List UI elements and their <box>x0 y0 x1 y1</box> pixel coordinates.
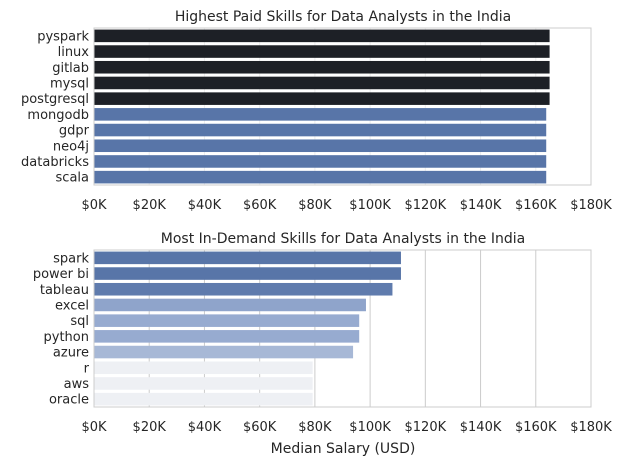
bottom-chart-bars <box>94 251 401 406</box>
bottom-chart-x-tick-label: $120K <box>405 420 447 435</box>
top-chart-bar <box>94 45 550 58</box>
bottom-chart-x-tick-label: $160K <box>515 420 557 435</box>
bottom-chart-x-tick-label: $80K <box>298 420 332 435</box>
top-chart-x-tick-label: $60K <box>243 198 277 213</box>
top-chart-bar <box>94 92 550 105</box>
top-chart-bar <box>94 60 550 74</box>
bottom-chart-y-tick-label: r <box>84 361 90 376</box>
bottom-chart-bar <box>94 282 393 296</box>
bottom-chart-title: Most In-Demand Skills for Data Analysts … <box>161 231 525 247</box>
bottom-chart-x-tick-label: $100K <box>349 420 391 435</box>
top-chart-y-tick-label: linux <box>58 45 90 60</box>
top-chart-y-tick-label: pyspark <box>37 29 89 44</box>
top-chart-frame <box>93 27 592 186</box>
top-chart-y-tick-label: postgresql <box>21 92 89 107</box>
top-chart-bar <box>94 76 550 90</box>
top-chart-x-tick-label: $180K <box>570 198 612 213</box>
bottom-chart-y-tick-label: oracle <box>49 393 89 408</box>
bottom-chart-bar <box>94 298 366 312</box>
top-chart-y-ticks: pysparklinuxgitlabmysqlpostgresqlmongodb… <box>21 29 90 185</box>
top-chart-x-tick-label: $0K <box>81 198 107 213</box>
top-chart-bar <box>94 139 547 153</box>
top-chart-y-tick-label: databricks <box>21 155 89 170</box>
bottom-chart-x-axis-label: Median Salary (USD) <box>271 441 416 457</box>
bottom-chart-x-tick-label: $60K <box>243 420 277 435</box>
top-chart-x-tick-label: $100K <box>349 198 391 213</box>
bottom-chart-y-tick-label: python <box>44 330 89 345</box>
bottom-chart-bar <box>94 267 401 280</box>
top-chart-title: Highest Paid Skills for Data Analysts in… <box>175 9 511 25</box>
top-chart-y-tick-label: mysql <box>50 76 89 91</box>
bottom-chart-y-tick-label: excel <box>55 298 89 313</box>
bottom-chart-x-tick-label: $140K <box>460 420 502 435</box>
bottom-chart-bar <box>94 314 360 327</box>
top-chart-x-ticks: $0K $20K $40K $60K $80K $100K $120K $140K $160K $… <box>81 198 612 213</box>
top-chart-bar <box>94 170 547 184</box>
bottom-chart-bar <box>94 345 354 359</box>
top-chart-x-tick-label: $120K <box>405 198 447 213</box>
bottom-chart-y-tick-label: spark <box>53 251 89 266</box>
bottom-chart-y-tick-label: azure <box>53 346 89 361</box>
bottom-chart-bar <box>94 377 313 390</box>
top-chart-x-tick-label: $160K <box>515 198 557 213</box>
bottom-chart-bar <box>94 361 313 375</box>
bottom-chart-x-tick-label: $20K <box>133 420 167 435</box>
bottom-chart-y-tick-label: sql <box>70 314 89 329</box>
top-chart-bars <box>94 29 550 184</box>
top-chart-y-tick-label: neo4j <box>53 139 89 154</box>
top-chart: Highest Paid Skills for Data Analysts in… <box>21 9 612 213</box>
bottom-chart-x-tick-label: $0K <box>81 420 107 435</box>
bottom-chart-y-tick-label: power bi <box>33 267 89 282</box>
bottom-chart-y-tick-label: aws <box>64 377 90 392</box>
bottom-chart-x-tick-label: $180K <box>570 420 612 435</box>
bottom-chart-frame <box>93 249 592 408</box>
top-chart-bar <box>94 29 550 43</box>
top-chart-y-tick-label: scala <box>56 171 89 186</box>
top-chart-bar <box>94 123 547 137</box>
top-chart-x-tick-label: $80K <box>298 198 332 213</box>
top-chart-x-tick-label: $140K <box>460 198 502 213</box>
top-chart-y-tick-label: mongodb <box>27 108 89 123</box>
top-chart-x-tick-label: $20K <box>133 198 167 213</box>
top-chart-x-tick-label: $40K <box>188 198 222 213</box>
top-chart-y-tick-label: gdpr <box>59 124 90 139</box>
bottom-chart: Most In-Demand Skills for Data Analysts … <box>33 231 612 457</box>
top-chart-bar <box>94 155 547 168</box>
top-chart-y-tick-label: gitlab <box>52 61 89 76</box>
bottom-chart-bar <box>94 392 313 406</box>
bottom-chart-bar <box>94 251 401 265</box>
bottom-chart-y-tick-label: tableau <box>40 283 89 298</box>
bottom-chart-x-tick-label: $40K <box>188 420 222 435</box>
top-chart-bar <box>94 108 547 121</box>
bottom-chart-bar <box>94 330 360 343</box>
bottom-chart-x-ticks: $0K $20K $40K $60K $80K $100K $120K $140K $160K $… <box>81 420 612 435</box>
